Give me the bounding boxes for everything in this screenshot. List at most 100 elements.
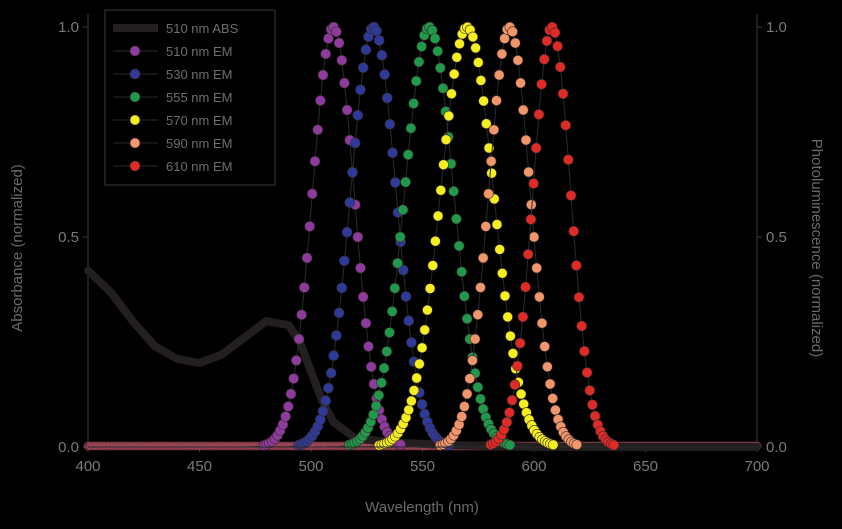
series-point xyxy=(443,110,455,122)
series-point xyxy=(317,69,329,81)
series-point xyxy=(568,225,580,237)
y2-axis-title: Photoluminescence (normalized) xyxy=(808,139,825,357)
series-point xyxy=(480,221,492,232)
series-point xyxy=(520,134,532,146)
series-point xyxy=(493,69,505,81)
series-point xyxy=(403,315,415,327)
legend-swatch-point xyxy=(129,91,141,103)
series-point xyxy=(389,282,401,294)
series-point xyxy=(573,291,585,303)
series-point xyxy=(514,337,526,349)
series-point xyxy=(301,252,313,264)
series-point xyxy=(549,27,561,39)
series-point xyxy=(579,345,590,357)
series-point xyxy=(571,439,583,451)
series-point xyxy=(451,51,463,63)
series-point xyxy=(419,324,431,336)
series-point xyxy=(456,266,468,278)
y-tick-label: 0.0 xyxy=(58,439,79,456)
legend-swatch-point xyxy=(129,45,141,57)
series-point xyxy=(373,389,385,401)
series-point xyxy=(429,33,441,44)
series-point xyxy=(501,416,513,428)
legend-entry-label: 570 nm EM xyxy=(166,113,232,128)
series-point xyxy=(541,35,553,47)
series-point xyxy=(434,62,446,74)
legend-entry-label: 610 nm EM xyxy=(166,159,232,174)
series-point xyxy=(363,341,374,352)
series-point xyxy=(534,291,545,303)
series-point xyxy=(522,249,534,260)
series-4 xyxy=(88,21,757,451)
legend-entry-label: 530 nm EM xyxy=(166,67,232,82)
series-point xyxy=(560,120,572,131)
series-point xyxy=(451,213,462,225)
series-point xyxy=(355,84,366,96)
series-point xyxy=(512,54,524,66)
legend: 510 nm ABS 510 nm EM 530 nm EM 555 nm EM 570… xyxy=(104,9,276,186)
series-point xyxy=(371,25,382,37)
legend-swatch-point xyxy=(129,114,141,126)
series-point xyxy=(347,167,358,178)
y-tick-label: 0.5 xyxy=(58,229,79,246)
series-point xyxy=(352,231,364,243)
series-point xyxy=(533,109,545,120)
series-point xyxy=(470,42,481,54)
series-point xyxy=(477,252,489,264)
series-point xyxy=(402,149,414,160)
series-point xyxy=(368,409,379,421)
series-point xyxy=(378,362,390,374)
series-point xyxy=(394,231,406,243)
series-point xyxy=(539,341,551,352)
series-point xyxy=(438,159,449,170)
series-point xyxy=(411,372,423,384)
series-point xyxy=(547,393,559,404)
series-point xyxy=(494,244,506,255)
series-point xyxy=(432,210,444,222)
series-point xyxy=(336,54,348,66)
series-point xyxy=(416,342,428,354)
legend-entry-label: 555 nm EM xyxy=(166,90,232,105)
series-point xyxy=(328,350,340,361)
legend-swatch-point xyxy=(129,68,141,80)
series-point xyxy=(538,53,550,65)
series-point xyxy=(373,35,385,46)
series-point xyxy=(478,95,489,107)
series-point xyxy=(517,311,529,323)
series-point xyxy=(290,355,302,366)
x-tick-label: 450 xyxy=(187,458,212,475)
series-point xyxy=(427,260,439,271)
series-point xyxy=(459,401,470,412)
legend-swatch-point xyxy=(129,137,141,149)
series-point xyxy=(507,26,518,38)
series-point xyxy=(528,178,539,189)
series-point xyxy=(571,260,582,271)
series-point xyxy=(352,110,364,121)
x-axis-title: Wavelength (nm) xyxy=(365,499,479,516)
series-point xyxy=(397,264,409,276)
series-point xyxy=(317,405,329,417)
series-point xyxy=(530,142,542,154)
series-point xyxy=(296,309,307,321)
series-point xyxy=(528,231,540,243)
series-point xyxy=(565,190,577,201)
series-point xyxy=(381,92,393,104)
series-point xyxy=(405,122,417,134)
series-point xyxy=(389,177,401,188)
series-point xyxy=(509,379,521,391)
series-point xyxy=(505,330,516,342)
legend-entry-label: 510 nm EM xyxy=(166,44,232,59)
x-tick-label: 600 xyxy=(521,458,546,475)
series-point xyxy=(557,88,569,100)
series-point xyxy=(424,283,436,294)
series-point xyxy=(536,79,547,90)
series-point xyxy=(312,124,324,136)
series-point xyxy=(525,214,537,225)
series-point xyxy=(339,77,350,89)
series-point xyxy=(331,26,342,38)
series-point xyxy=(379,69,390,80)
series-point xyxy=(509,37,521,49)
series-point xyxy=(587,399,598,411)
series-point xyxy=(499,33,510,44)
